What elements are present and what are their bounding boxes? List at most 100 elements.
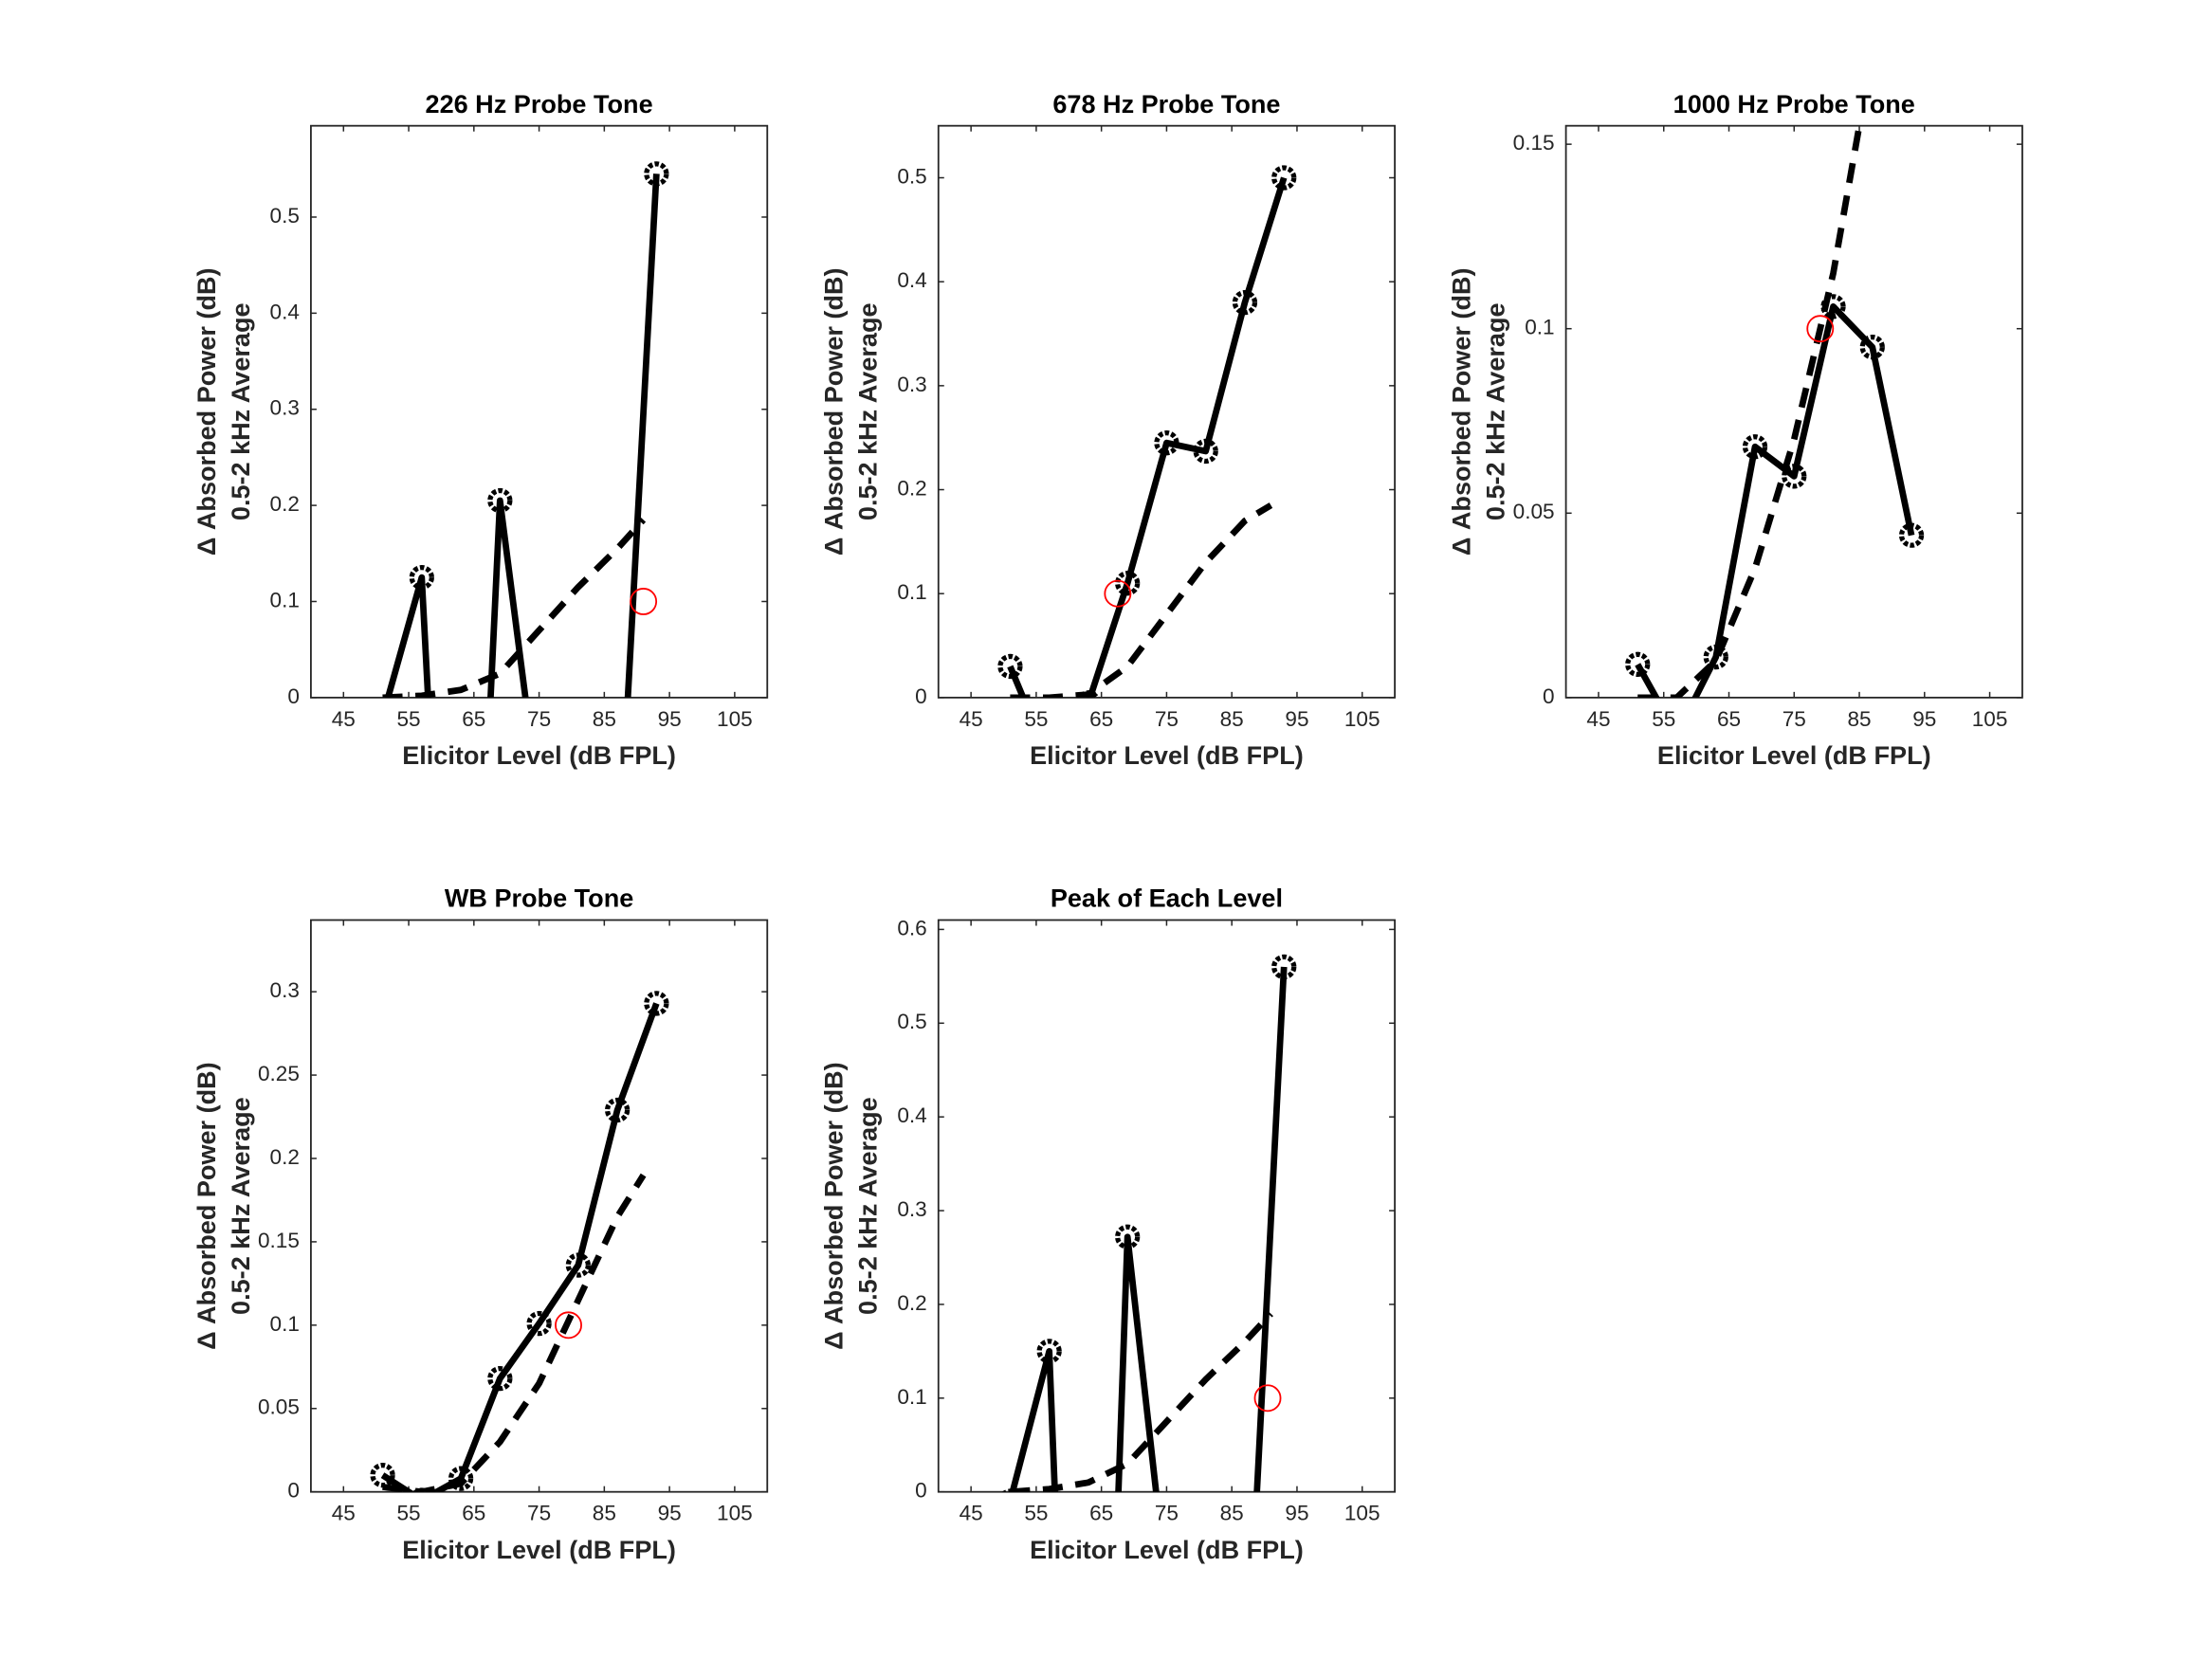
data-marker <box>1154 430 1179 456</box>
chart-title: Peak of Each Level <box>1051 884 1283 913</box>
chart-title: WB Probe Tone <box>445 884 633 913</box>
data-marker <box>1859 335 1885 360</box>
y-axis-label: 0.5-2 kHz Average <box>226 1097 255 1315</box>
data-marker <box>604 1097 631 1123</box>
data-marker <box>487 487 513 514</box>
x-tick-label: 95 <box>1285 1502 1308 1525</box>
axes-box <box>937 124 1397 699</box>
data-marker <box>526 1310 552 1337</box>
fit-line <box>382 518 647 698</box>
plot-area <box>310 920 768 1492</box>
y-tick-label: 0.1 <box>897 1385 926 1409</box>
y-tick-label: 0.1 <box>1525 316 1554 339</box>
data-marker <box>1036 1339 1062 1364</box>
data-line <box>1007 176 1288 698</box>
subplot: 45 55 65 75 85 95 105 0 0.1 0.2 0.3 0.4 0.5 226 Hz Pr… <box>192 89 769 770</box>
x-tick-label: 45 <box>332 707 356 731</box>
x-tick-label: 95 <box>658 707 682 731</box>
y-tick-label: 0 <box>915 684 927 708</box>
x-tick-label: 45 <box>960 1502 983 1525</box>
y-tick-label: 0.5 <box>270 204 300 228</box>
x-tick-label: 75 <box>1155 1502 1179 1525</box>
data-marker <box>1115 1224 1141 1249</box>
x-tick-label: 45 <box>1586 707 1610 731</box>
x-axis-label: Elicitor Level (dB FPL) <box>1657 740 1931 770</box>
data-marker <box>1157 1576 1177 1595</box>
axes-box <box>310 124 769 699</box>
data-marker <box>1703 644 1728 670</box>
data-marker <box>373 707 393 727</box>
data-marker <box>1742 434 1768 460</box>
data-marker <box>1782 464 1807 489</box>
y-tick-label: 0 <box>915 1479 927 1503</box>
y-tick-label: 0 <box>287 684 300 708</box>
x-tick-label: 65 <box>1089 1502 1113 1525</box>
y-tick-label: 0.2 <box>897 1291 926 1315</box>
data-line <box>380 1002 660 1492</box>
fit-line <box>1637 125 1863 698</box>
x-tick-label: 75 <box>1155 707 1179 731</box>
y-tick-label: 0.1 <box>897 580 926 604</box>
y-tick-label: 0.2 <box>270 492 300 516</box>
fit-line <box>1010 502 1273 698</box>
plot-content <box>1625 125 1925 698</box>
data-marker <box>565 1252 592 1278</box>
plot-area <box>1565 125 2022 698</box>
data-marker <box>644 991 669 1016</box>
data-marker <box>997 653 1023 680</box>
plot-area <box>938 920 1396 1492</box>
chart-title: 1000 Hz Probe Tone <box>1673 89 1915 118</box>
y-axis-label: 0.5-2 kHz Average <box>1481 302 1510 520</box>
subplot: 45 55 65 75 85 95 105 0 0.1 0.2 0.3 0.4 0.5 678 Hz Pr… <box>819 89 1397 770</box>
y-tick-label: 0.2 <box>897 476 926 500</box>
x-tick-label: 105 <box>1344 1502 1380 1525</box>
x-tick-label: 95 <box>1285 707 1308 731</box>
data-marker <box>1271 954 1297 980</box>
plot-content <box>1001 954 1297 1595</box>
y-tick-label: 0.3 <box>897 1197 926 1221</box>
fit-line <box>1010 1311 1273 1492</box>
x-tick-label: 85 <box>593 707 616 731</box>
plot-area <box>938 125 1396 698</box>
x-tick-label: 45 <box>960 707 983 731</box>
x-tick-label: 55 <box>1024 707 1048 731</box>
y-tick-label: 0.3 <box>270 978 300 1002</box>
x-axis-label: Elicitor Level (dB FPL) <box>1030 1535 1304 1564</box>
y-tick-label: 0.6 <box>897 916 926 939</box>
y-tick-label: 0.05 <box>258 1395 300 1419</box>
y-tick-label: 0.15 <box>1513 131 1555 155</box>
x-tick-label: 65 <box>1717 707 1741 731</box>
x-tick-label: 85 <box>1847 707 1871 731</box>
y-tick-label: 0.3 <box>897 373 926 396</box>
x-tick-label: 65 <box>1089 707 1113 731</box>
y-axis-label: Δ Absorbed Power (dB) <box>192 1062 221 1350</box>
x-tick-label: 65 <box>462 1502 485 1525</box>
threshold-marker <box>1253 1384 1282 1413</box>
threshold-marker <box>1806 315 1835 343</box>
x-tick-label: 75 <box>527 707 551 731</box>
y-tick-label: 0.25 <box>258 1062 300 1085</box>
y-tick-label: 0.3 <box>270 396 300 420</box>
y-tick-label: 0.4 <box>897 1103 926 1127</box>
plot-area <box>310 125 768 698</box>
x-tick-label: 95 <box>1912 707 1936 731</box>
data-marker <box>487 1365 513 1392</box>
y-tick-label: 0.15 <box>258 1229 300 1252</box>
y-tick-label: 0.1 <box>270 1312 300 1336</box>
subplot: 45 55 65 75 85 95 105 0 0.05 0.1 0.15 1000 Hz Probe… <box>1446 89 2023 770</box>
axes-box <box>310 919 769 1493</box>
y-axis-label: Δ Absorbed Power (dB) <box>1446 267 1475 556</box>
x-tick-label: 55 <box>397 707 421 731</box>
subplot: 45 55 65 75 85 95 105 0 0.05 0.1 0.15 0.2 0.25 0.3 WB … <box>192 884 769 1564</box>
x-tick-label: 105 <box>1344 707 1380 731</box>
axes-box <box>937 919 1397 1493</box>
plot-content <box>997 165 1297 698</box>
x-tick-label: 75 <box>527 1502 551 1525</box>
data-marker <box>1001 1488 1019 1492</box>
y-tick-label: 0.4 <box>270 300 300 323</box>
x-axis-label: Elicitor Level (dB FPL) <box>1030 740 1304 770</box>
x-tick-label: 105 <box>1972 707 2008 731</box>
data-line <box>1009 966 1288 1492</box>
y-axis-label: Δ Absorbed Power (dB) <box>819 267 849 556</box>
